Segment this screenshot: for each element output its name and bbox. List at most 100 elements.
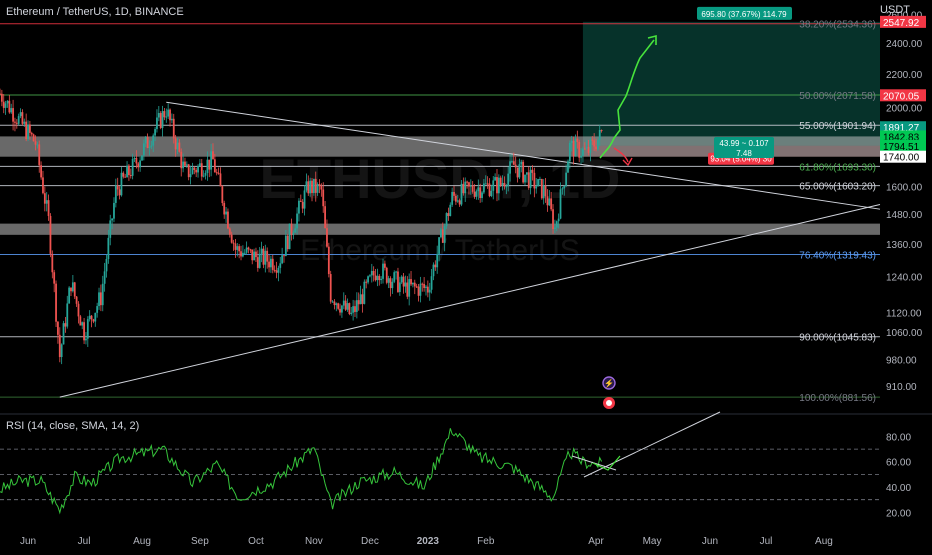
candle-body bbox=[268, 261, 270, 268]
candle-body bbox=[497, 177, 500, 194]
candle-body bbox=[111, 218, 114, 221]
candle-body bbox=[598, 130, 601, 140]
candle-body bbox=[408, 279, 411, 297]
candle-body bbox=[451, 191, 454, 205]
candle-body bbox=[167, 109, 170, 117]
candle-body bbox=[4, 103, 7, 108]
candle-body bbox=[197, 166, 199, 173]
price-axis-tick: 1600.00 bbox=[886, 182, 923, 193]
candle-body bbox=[85, 338, 87, 341]
candle-body bbox=[460, 183, 463, 205]
projection-path bbox=[599, 39, 655, 159]
candle-body bbox=[365, 281, 368, 283]
candle-body bbox=[516, 167, 519, 178]
price-label-bg bbox=[880, 139, 926, 152]
candle-body bbox=[42, 177, 44, 194]
candle-body bbox=[413, 282, 416, 287]
candle-body bbox=[262, 248, 265, 265]
candle-body bbox=[135, 157, 138, 164]
candle-body bbox=[324, 206, 326, 229]
candle-body bbox=[391, 281, 394, 289]
candle-body bbox=[400, 276, 403, 283]
candle-body bbox=[60, 344, 63, 358]
candle-body bbox=[288, 223, 291, 250]
price-axis-tick: 980.00 bbox=[886, 356, 917, 367]
candle-body bbox=[354, 306, 356, 312]
zone-band-1 bbox=[0, 223, 880, 235]
candle-body bbox=[64, 323, 67, 327]
symbol-title[interactable]: Ethereum / TetherUS, 1D, BINANCE bbox=[6, 6, 184, 18]
candle-body bbox=[468, 182, 470, 187]
candle-body bbox=[387, 278, 390, 283]
candle-body bbox=[40, 165, 43, 178]
candle-body bbox=[486, 183, 489, 185]
candle-body bbox=[374, 275, 377, 281]
candle-body bbox=[397, 271, 399, 293]
candle-body bbox=[426, 286, 429, 293]
candle-body bbox=[380, 278, 383, 281]
candle-body bbox=[232, 242, 235, 244]
candle-body bbox=[582, 148, 584, 156]
candle-body bbox=[92, 319, 95, 322]
candle-body bbox=[535, 186, 538, 189]
position-info-label-text-1: 43.99 ~ 0.107 bbox=[719, 139, 769, 148]
candle-body bbox=[383, 263, 386, 268]
candle-body bbox=[86, 319, 89, 339]
candle-body bbox=[191, 167, 194, 175]
candle-body bbox=[71, 282, 74, 292]
candle-body bbox=[303, 190, 306, 209]
candle-body bbox=[139, 160, 142, 168]
candle-body bbox=[124, 176, 127, 178]
candle-body bbox=[38, 144, 41, 166]
candle-body bbox=[436, 253, 439, 268]
candle-body bbox=[98, 292, 100, 307]
candle-body bbox=[96, 306, 99, 313]
candle-body bbox=[204, 172, 207, 176]
candle-body bbox=[103, 271, 106, 284]
candle-body bbox=[27, 124, 29, 139]
candle-body bbox=[583, 148, 586, 150]
candle-body bbox=[322, 189, 325, 207]
price-label-4: 1794.51 bbox=[880, 139, 926, 153]
candle-body bbox=[227, 211, 229, 229]
candle-body bbox=[369, 275, 371, 277]
candle-body bbox=[187, 164, 190, 178]
price-label-text: 1794.51 bbox=[883, 142, 920, 153]
price-axis-tick: 1060.00 bbox=[886, 328, 923, 339]
watermark-name: Ethereum / TetherUS bbox=[300, 234, 580, 267]
candle-body bbox=[496, 177, 498, 194]
candle-body bbox=[47, 200, 50, 216]
candle-body bbox=[398, 282, 401, 293]
candle-body bbox=[152, 135, 155, 146]
candle-body bbox=[505, 186, 508, 188]
candle-body bbox=[210, 151, 213, 170]
candle-body bbox=[512, 161, 515, 165]
candle-body bbox=[395, 271, 397, 273]
position-info-label-bg bbox=[714, 137, 774, 158]
candle-body bbox=[114, 185, 117, 203]
candle-body bbox=[533, 172, 536, 189]
price-axis-tick: 1480.00 bbox=[886, 210, 923, 221]
time-axis-tick: Sep bbox=[191, 536, 209, 547]
candle-body bbox=[333, 301, 336, 306]
candle-body bbox=[58, 334, 61, 358]
candle-body bbox=[249, 249, 252, 251]
candle-body bbox=[596, 139, 599, 150]
candle-body bbox=[122, 172, 125, 177]
candle-body bbox=[286, 235, 289, 250]
rsi-title[interactable]: RSI (14, close, SMA, 14, 2) bbox=[6, 420, 140, 432]
price-axis-tick: 1120.00 bbox=[886, 308, 922, 319]
candle-body bbox=[165, 116, 168, 118]
candle-body bbox=[208, 159, 211, 170]
candle-body bbox=[17, 116, 20, 124]
candle-body bbox=[256, 257, 259, 268]
candle-body bbox=[483, 183, 485, 193]
fib-label-3: 61.80%(1693.30) bbox=[799, 162, 876, 173]
candle-body bbox=[129, 175, 132, 177]
rsi-axis-tick: 40.00 bbox=[886, 483, 911, 494]
candle-body bbox=[550, 198, 553, 210]
candle-body bbox=[43, 193, 46, 204]
